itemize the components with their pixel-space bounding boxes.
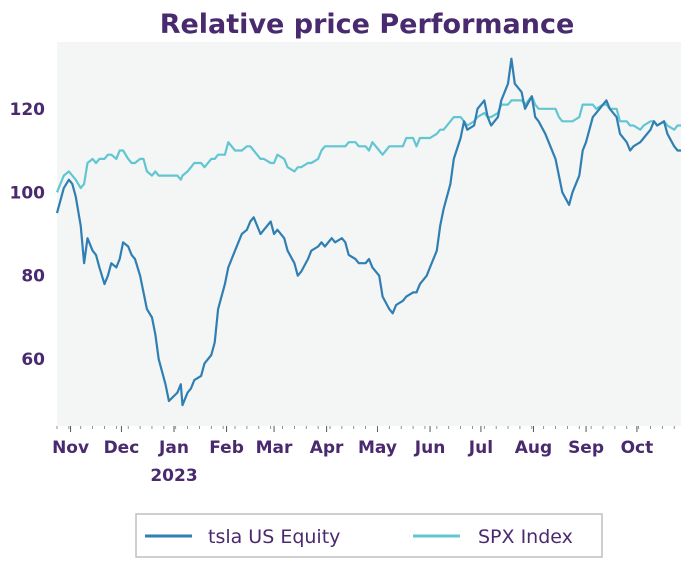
x-tick-label: Jul xyxy=(468,438,493,458)
legend-label-tsla: tsla US Equity xyxy=(208,526,340,548)
x-tick-label: Oct xyxy=(621,438,654,458)
x-tick-label: Sep xyxy=(568,438,604,458)
x-tick-label: Dec xyxy=(104,438,140,458)
chart-title: Relative price Performance xyxy=(160,9,575,40)
x-tick-label: Feb xyxy=(209,438,244,458)
y-tick-label: 120 xyxy=(10,100,46,120)
x-tick-label: Nov xyxy=(52,438,89,458)
y-tick-label: 80 xyxy=(21,267,45,287)
series-line-spx xyxy=(55,95,681,193)
x-tick-label: May xyxy=(358,438,397,458)
x-tick-label: Jan xyxy=(158,438,189,458)
legend-label-spx: SPX Index xyxy=(478,526,573,548)
series-layer xyxy=(55,57,681,407)
axis-layer: 60 80 100 120 Nov Dec Jan 2023 Feb Mar Apr May Jun Ju… xyxy=(10,100,675,486)
x-tick-year-label: 2023 xyxy=(150,466,197,486)
legend-box xyxy=(135,513,603,558)
plot-area xyxy=(57,42,681,426)
y-tick-label: 100 xyxy=(10,183,46,203)
series-line-tsla xyxy=(55,57,681,407)
x-tick-label: Mar xyxy=(256,438,293,458)
y-tick-label: 60 xyxy=(21,350,45,370)
x-tick-label: Jun xyxy=(414,438,446,458)
legend: tsla US Equity SPX Index xyxy=(135,513,603,558)
x-tick-label: Aug xyxy=(515,438,552,458)
x-tick-label: Apr xyxy=(310,438,344,458)
